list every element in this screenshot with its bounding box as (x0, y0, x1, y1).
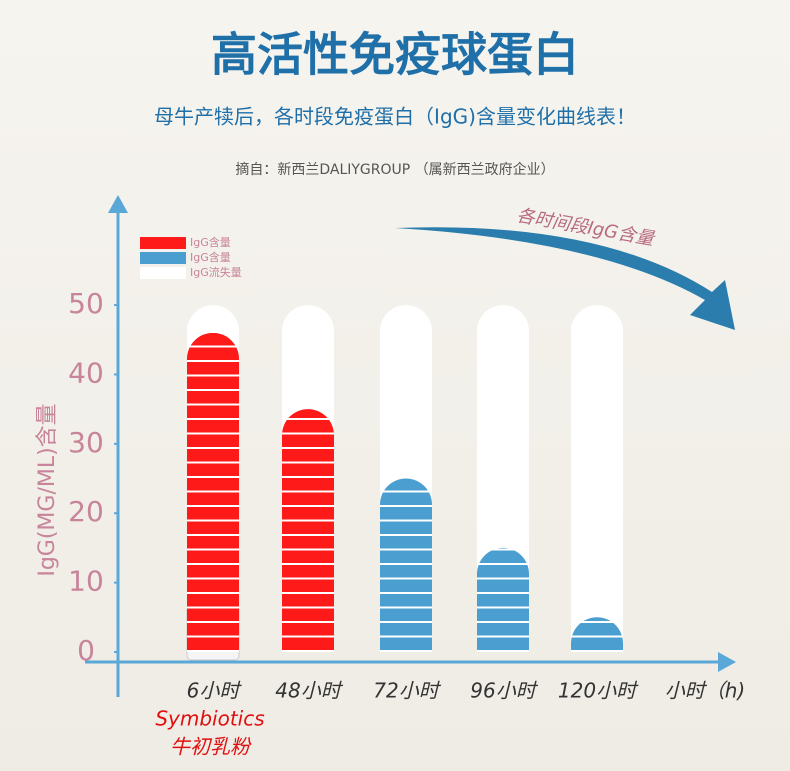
y-tick-label: 30 (68, 426, 104, 459)
bar (571, 305, 623, 644)
product-name: Symbiotics (155, 707, 264, 731)
y-tick-label: 40 (68, 356, 104, 389)
legend-label: IgG含量 (190, 235, 231, 249)
y-tick-label: 20 (68, 495, 104, 528)
legend-label: IgG流失量 (190, 265, 242, 279)
chart-title: 高活性免疫球蛋白 (211, 28, 579, 82)
x-tick-label: 96小时 (470, 679, 538, 703)
x-tick-label: 6小时 (187, 679, 243, 703)
x-tick-label: 72小时 (373, 679, 441, 703)
source-note: 摘自：新西兰DALIYGROUP （属新西兰政府企业） (235, 161, 554, 178)
legend-swatch (140, 252, 186, 264)
bar (477, 547, 529, 652)
legend-swatch (140, 237, 186, 249)
bar (187, 332, 240, 652)
x-axis-arrow (718, 652, 736, 672)
bar (380, 478, 432, 652)
legend-swatch (140, 267, 186, 279)
x-tick-label: 48小时 (275, 679, 343, 703)
x-tick-label: 120小时 (558, 679, 639, 703)
y-tick-label: 10 (68, 565, 104, 598)
product-name: 牛初乳粉 (170, 735, 252, 759)
chart-subtitle: 母牛产犊后，各时段免疫蛋白（IgG)含量变化曲线表！ (154, 105, 636, 129)
x-axis-label: 小时（h) (665, 679, 745, 703)
bar (477, 305, 529, 574)
y-tick-label: 50 (68, 287, 104, 320)
y-axis-arrow (108, 195, 128, 213)
bar (282, 305, 334, 436)
y-tick-label: 0 (77, 634, 95, 667)
bar (380, 305, 432, 505)
legend-label: IgG含量 (190, 250, 231, 264)
bar (571, 617, 623, 652)
trend-arrow (395, 227, 735, 330)
bar (282, 409, 334, 652)
y-axis-label: IgG(MG/ML)含量 (35, 403, 60, 576)
